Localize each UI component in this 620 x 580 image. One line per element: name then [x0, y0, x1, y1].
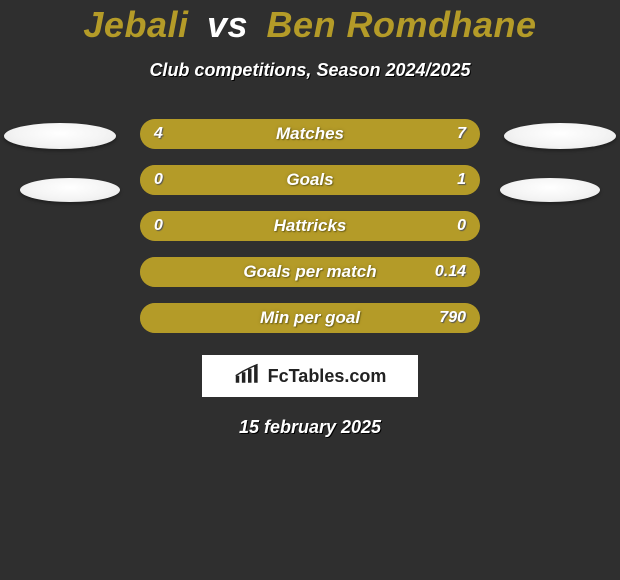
player1-name: Jebali: [83, 4, 188, 45]
bar-value-right: 0.14: [435, 263, 466, 281]
bar-label: Goals per match: [243, 262, 376, 282]
compare-area: Matches 4 7 Goals 0 1 Hattricks 0 0 Goals per mat…: [0, 119, 620, 333]
bar-track: Goals 0 1: [140, 165, 480, 195]
bar-track: Hattricks 0 0: [140, 211, 480, 241]
compare-row: Goals per match 0.14: [0, 257, 620, 287]
bar-value-left: 4: [154, 125, 163, 143]
bar-label: Hattricks: [274, 216, 347, 236]
brand-bar-icon: [234, 363, 262, 390]
compare-row: Matches 4 7: [0, 119, 620, 149]
bar-label: Matches: [276, 124, 344, 144]
bar-value-right: 790: [439, 309, 466, 327]
bar-label: Min per goal: [260, 308, 360, 328]
vs-text: vs: [207, 4, 248, 45]
brand-text: FcTables.com: [268, 366, 387, 387]
page-title: Jebali vs Ben Romdhane: [83, 4, 536, 46]
compare-row: Hattricks 0 0: [0, 211, 620, 241]
bar-value-left: 0: [154, 217, 163, 235]
brand-box: FcTables.com: [202, 355, 418, 397]
bar-track: Matches 4 7: [140, 119, 480, 149]
player2-name: Ben Romdhane: [267, 4, 537, 45]
bar-track: Goals per match 0.14: [140, 257, 480, 287]
bar-value-left: 0: [154, 171, 163, 189]
bar-value-right: 7: [457, 125, 466, 143]
comparison-infographic: Jebali vs Ben Romdhane Club competitions…: [0, 0, 620, 580]
compare-row: Min per goal 790: [0, 303, 620, 333]
bar-value-right: 1: [457, 171, 466, 189]
bar-track: Min per goal 790: [140, 303, 480, 333]
bar-value-right: 0: [457, 217, 466, 235]
footer-date: 15 february 2025: [239, 417, 381, 438]
bar-label: Goals: [286, 170, 333, 190]
compare-row: Goals 0 1: [0, 165, 620, 195]
subtitle: Club competitions, Season 2024/2025: [149, 60, 470, 81]
